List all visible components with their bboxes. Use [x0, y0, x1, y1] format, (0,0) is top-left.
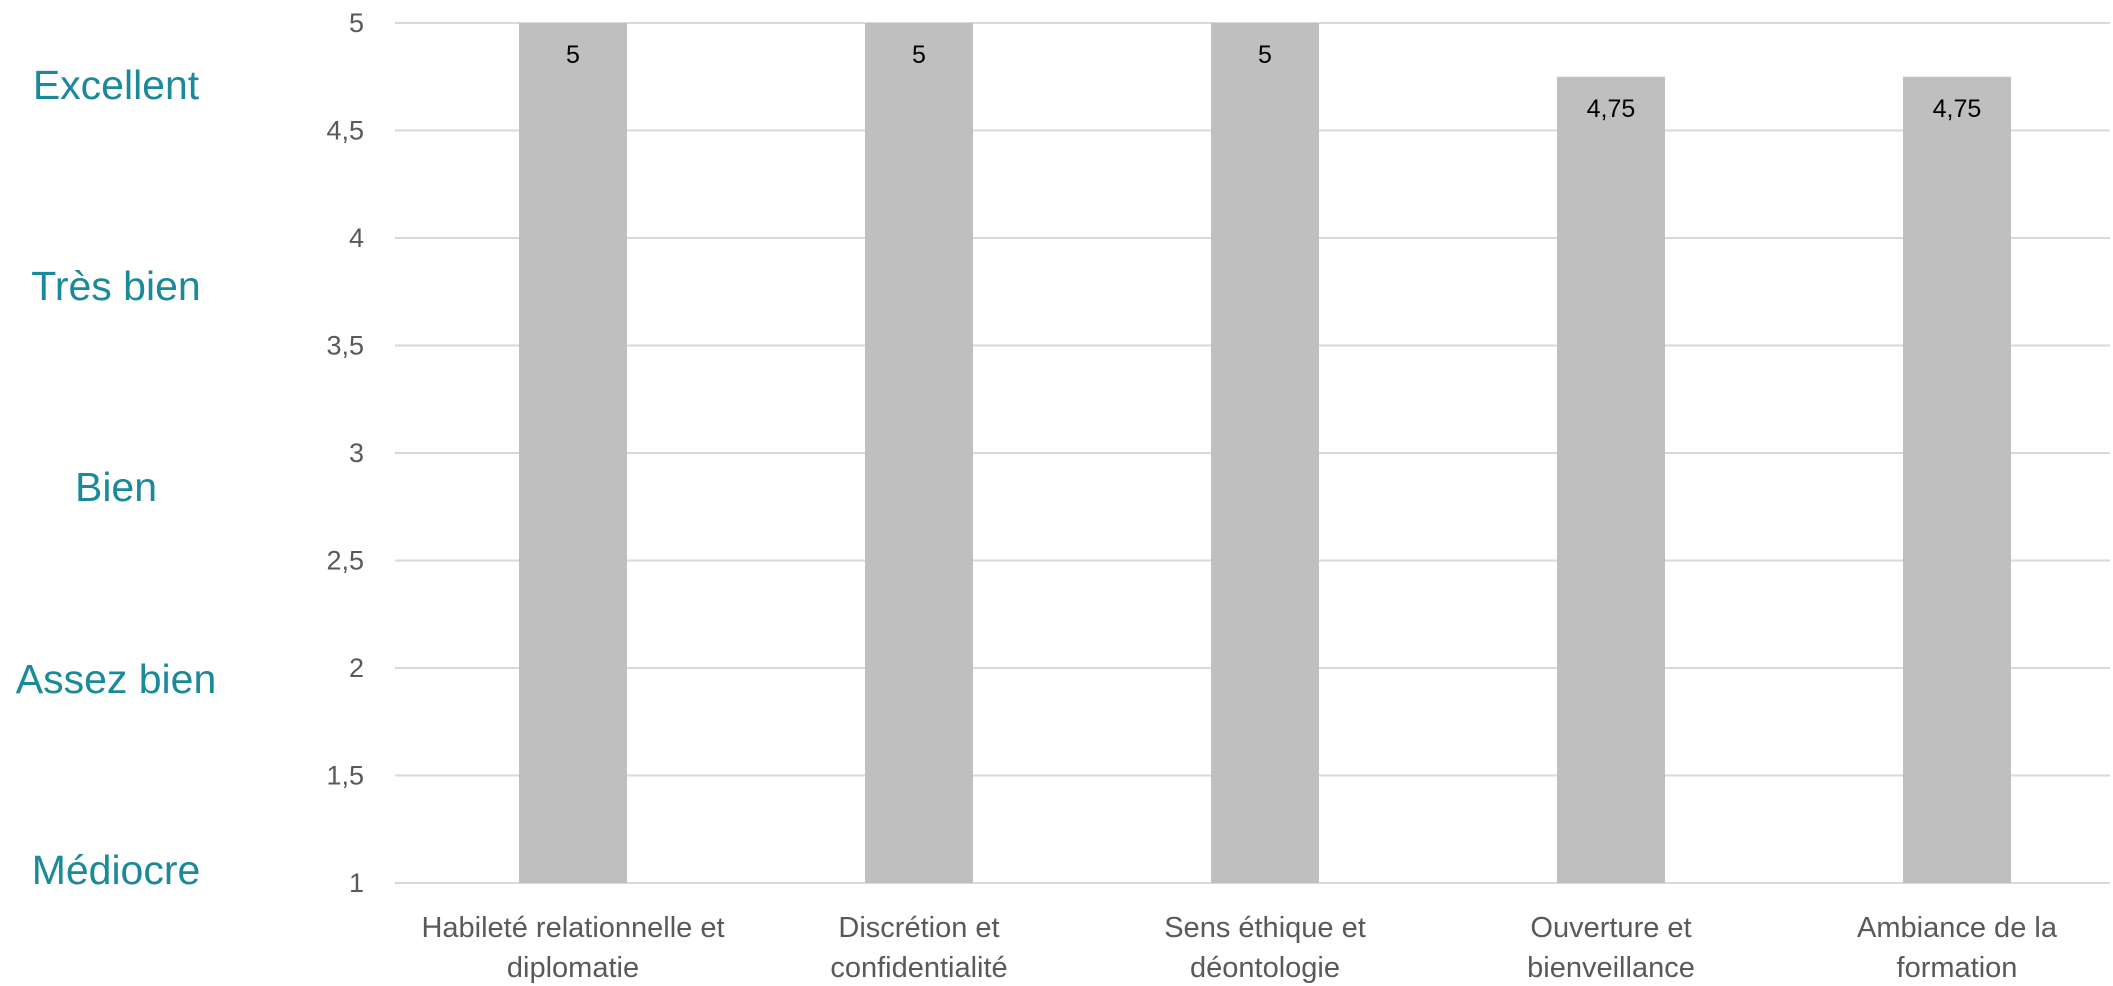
category-label: Ambiance de la formation [1857, 912, 2058, 984]
x-axis-categories: Habileté relationnelle et diplomatie Discr… [421, 912, 2057, 984]
data-label: 4,75 [1587, 95, 1636, 123]
category-label: Ouverture et bienveillance [1527, 912, 1695, 984]
y-tick-label: 1 [349, 868, 364, 898]
y-tick-label: 4,5 [326, 116, 364, 146]
bar [1211, 23, 1319, 883]
y-tick-label: 3,5 [326, 331, 364, 361]
rating-label: Excellent [33, 62, 200, 108]
rating-label: Bien [75, 464, 157, 510]
bar [1557, 76, 1665, 883]
y-tick-label: 5 [349, 8, 364, 38]
data-label: 5 [1258, 41, 1272, 69]
y-tick-label: 4 [349, 223, 364, 253]
data-label: 4,75 [1933, 95, 1982, 123]
rating-label: Assez bien [16, 656, 217, 702]
rating-label: Très bien [31, 263, 200, 309]
y-tick-label: 2,5 [326, 546, 364, 576]
bar [519, 23, 627, 883]
category-label: Discrétion et confidentialité [830, 912, 1007, 984]
y-tick-label: 2 [349, 653, 364, 683]
bar [865, 23, 973, 883]
data-label: 5 [912, 41, 926, 69]
data-labels: 5 5 5 4,75 4,75 [566, 41, 1981, 123]
bars [519, 23, 2011, 883]
category-label: Sens éthique et déontologie [1164, 912, 1366, 984]
y-tick-label: 3 [349, 438, 364, 468]
y-axis-ticks: 1 1,5 2 2,5 3 3,5 4 4,5 5 [326, 8, 364, 898]
category-label: Habileté relationnelle et diplomatie [421, 912, 724, 984]
y-tick-label: 1,5 [326, 761, 364, 791]
data-label: 5 [566, 41, 580, 69]
bar [1903, 76, 2011, 883]
rating-labels: Excellent Très bien Bien Assez bien Médiocre [16, 62, 217, 893]
rating-label: Médiocre [32, 847, 201, 893]
